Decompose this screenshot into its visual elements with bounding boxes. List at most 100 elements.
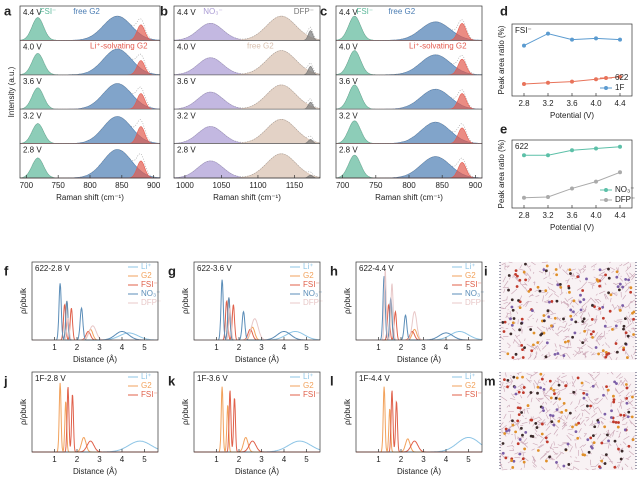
fit-envelope: [335, 50, 483, 76]
bond: [567, 296, 573, 301]
bond: [595, 293, 598, 296]
bond: [541, 354, 544, 356]
bond: [511, 440, 513, 444]
x-tick-label: 800: [83, 181, 97, 190]
bond: [580, 409, 585, 412]
point: [618, 74, 622, 79]
x-tick-label: 3.6: [566, 99, 578, 108]
atom: [507, 274, 511, 277]
trace-label: 4.4 V: [23, 8, 42, 17]
atom: [521, 356, 525, 359]
bond: [632, 345, 635, 348]
bond: [538, 434, 543, 439]
atom: [552, 388, 556, 392]
bond: [618, 447, 624, 452]
atom: [607, 439, 610, 443]
bond: [594, 373, 601, 379]
atom: [529, 434, 533, 438]
bond: [558, 392, 561, 396]
bond: [583, 433, 587, 437]
bond: [561, 442, 568, 445]
bond: [517, 383, 523, 388]
atom: [548, 455, 551, 459]
bond: [618, 395, 622, 397]
bond: [568, 433, 574, 436]
bond: [535, 345, 538, 350]
bond: [593, 280, 598, 285]
atom: [546, 309, 550, 313]
bond: [622, 423, 628, 426]
bond: [625, 315, 631, 322]
bond: [553, 441, 555, 446]
bond: [567, 328, 570, 332]
bond: [590, 353, 597, 356]
atom: [540, 422, 544, 426]
bond: [503, 387, 506, 392]
bond: [601, 457, 605, 461]
bond: [631, 318, 634, 324]
atom: [544, 289, 548, 293]
rdf-curve: [194, 306, 320, 341]
bond: [510, 468, 512, 470]
atom: [504, 456, 508, 460]
bond: [618, 401, 625, 403]
atom: [518, 438, 522, 441]
bond: [606, 332, 608, 335]
bond: [526, 409, 529, 414]
bond: [574, 350, 580, 355]
bond: [618, 321, 623, 323]
atom: [596, 279, 600, 283]
x-tick-label: 1: [52, 455, 57, 464]
atom: [583, 329, 586, 333]
panel-letter: j: [3, 373, 8, 388]
atom: [627, 278, 630, 282]
bond: [529, 353, 532, 358]
bond: [545, 291, 549, 296]
bond: [527, 277, 532, 283]
bond: [632, 407, 637, 409]
atom: [615, 275, 619, 279]
bond: [583, 321, 586, 324]
atom: [544, 355, 548, 359]
atom: [586, 404, 589, 408]
point: [522, 82, 526, 86]
bond: [603, 293, 607, 300]
bond: [558, 263, 561, 269]
bond: [554, 380, 559, 383]
bond: [629, 321, 631, 323]
legend-label: Li⁺: [141, 262, 151, 271]
bond: [589, 422, 593, 426]
x-tick-label: 2: [399, 455, 404, 464]
atom: [518, 300, 522, 304]
bond: [618, 435, 621, 438]
atom: [501, 442, 505, 445]
bond: [526, 343, 533, 348]
bond: [590, 351, 592, 354]
panel-letter: k: [168, 373, 176, 388]
bond: [584, 380, 591, 384]
x-tick-label: 900: [147, 181, 161, 190]
x-tick-label: 4: [120, 455, 125, 464]
atom: [511, 308, 515, 312]
bond: [532, 423, 535, 427]
atom: [579, 293, 582, 297]
y-axis-label: ρ/ρbulk: [19, 398, 28, 425]
atom: [501, 451, 505, 455]
bond: [536, 419, 541, 423]
atom: [542, 268, 546, 272]
atom: [593, 305, 596, 309]
bond: [533, 417, 539, 420]
bond: [536, 301, 538, 303]
x-tick-label: 2: [75, 343, 80, 352]
bond: [569, 446, 573, 453]
bond: [545, 390, 549, 395]
bond: [558, 417, 565, 422]
bond: [518, 268, 525, 271]
bond: [506, 312, 510, 315]
bond: [565, 292, 567, 294]
bond: [542, 345, 547, 350]
bond: [504, 302, 512, 309]
bond: [569, 300, 574, 305]
bond: [576, 286, 583, 291]
atom: [549, 413, 552, 417]
